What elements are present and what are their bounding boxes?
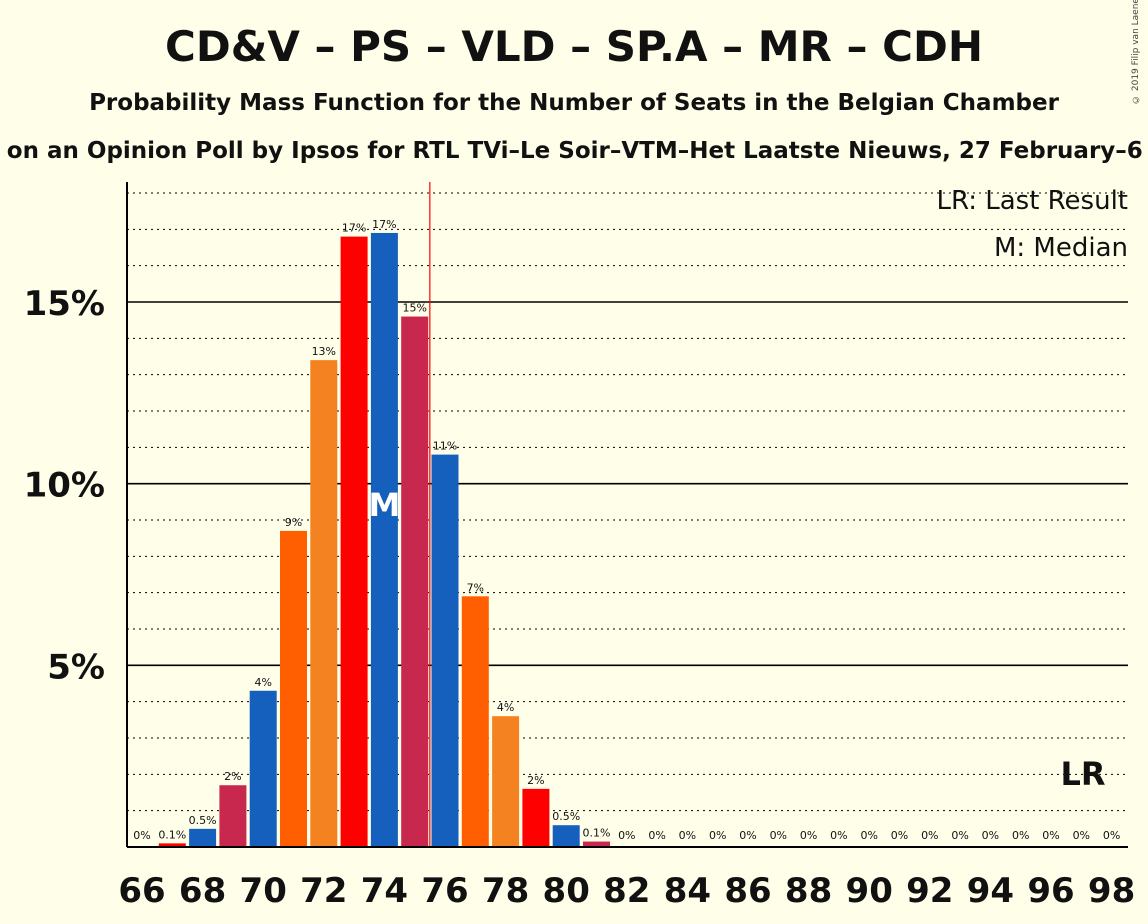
- bar-value-label: 0%: [800, 829, 817, 842]
- bar-value-label: 0%: [982, 829, 999, 842]
- bar-seat-76: [431, 454, 459, 847]
- y-tick-label: 15%: [24, 284, 105, 324]
- bar-seat-71: [280, 530, 307, 847]
- x-tick-label: 72: [300, 871, 347, 911]
- bar-value-label: 2%: [224, 770, 241, 783]
- bar-value-label: 0%: [951, 829, 968, 842]
- bar-value-label: 0%: [891, 829, 908, 842]
- bar-value-label: 4%: [254, 676, 271, 689]
- bar-seat-81: [583, 841, 610, 847]
- bar-value-label: 15%: [402, 302, 426, 315]
- bar-seat-74: [370, 232, 398, 847]
- bar-seat-75: [401, 316, 429, 847]
- bar-value-label: 0%: [679, 829, 696, 842]
- bar-seat-78: [492, 716, 520, 847]
- bar-seat-69: [219, 785, 247, 847]
- bar-seat-70: [249, 690, 277, 847]
- x-tick-label: 80: [543, 871, 590, 911]
- bar-value-label: 0%: [648, 829, 665, 842]
- bar-value-label: 17%: [372, 218, 396, 231]
- bar-value-label: 0.1%: [583, 827, 611, 840]
- x-tick-label: 90: [846, 871, 893, 911]
- chart-source: Based on an Opinion Poll by Ipsos for RT…: [0, 138, 1148, 164]
- chart-subtitle: Probability Mass Function for the Number…: [89, 90, 1059, 116]
- bar-value-label: 17%: [342, 222, 366, 235]
- bar-seat-77: [461, 596, 489, 847]
- bar-value-label: 0%: [618, 829, 635, 842]
- last-result-marker: LR: [1060, 755, 1105, 793]
- bar-value-label: 13%: [312, 345, 336, 358]
- bar-value-label: 0%: [739, 829, 756, 842]
- chart-title: CD&V – PS – VLD – SP.A – MR – CDH: [165, 22, 983, 71]
- bar-value-label: 0%: [770, 829, 787, 842]
- x-tick-label: 96: [1027, 871, 1074, 911]
- y-tick-label: 10%: [24, 466, 105, 506]
- x-tick-label: 84: [664, 871, 711, 911]
- bar-seat-80: [552, 825, 580, 847]
- bar-value-label: 0%: [1012, 829, 1029, 842]
- bar-value-label: 0.5%: [552, 810, 580, 823]
- x-tick-label: 82: [603, 871, 650, 911]
- bar-seat-73: [340, 236, 368, 848]
- x-tick-label: 88: [785, 871, 832, 911]
- legend-last-result: LR: Last Result: [936, 186, 1128, 216]
- bar-value-label: 9%: [285, 516, 302, 529]
- x-tick-label: 86: [724, 871, 771, 911]
- x-tick-label: 74: [361, 871, 408, 911]
- bar-seat-79: [522, 788, 550, 847]
- bar-value-label: 0%: [133, 829, 150, 842]
- bar-value-label: 0%: [1073, 829, 1090, 842]
- bar-value-label: 0%: [921, 829, 938, 842]
- y-tick-label: 5%: [47, 647, 105, 687]
- bar-value-label: 2%: [527, 774, 544, 787]
- x-tick-label: 68: [179, 871, 226, 911]
- x-tick-label: 76: [421, 871, 468, 911]
- bar-value-label: 0.5%: [189, 814, 217, 827]
- bar-value-label: 11%: [433, 440, 457, 453]
- bar-seat-67: [158, 843, 186, 847]
- bar-seat-68: [189, 828, 217, 847]
- legend-median: M: Median: [994, 233, 1128, 263]
- x-tick-label: 70: [240, 871, 287, 911]
- bar-value-label: 0%: [860, 829, 877, 842]
- bar-seat-72: [310, 360, 338, 847]
- x-tick-label: 92: [906, 871, 953, 911]
- x-tick-label: 98: [1088, 871, 1135, 911]
- x-tick-label: 78: [482, 871, 529, 911]
- median-marker: M: [368, 486, 400, 524]
- bar-value-label: 0%: [1042, 829, 1059, 842]
- bar-value-label: 0%: [830, 829, 847, 842]
- bar-value-label: 7%: [467, 581, 484, 594]
- bar-value-label: 4%: [497, 701, 514, 714]
- bar-value-label: 0.1%: [158, 828, 186, 841]
- bar-value-label: 0%: [1103, 829, 1120, 842]
- x-tick-label: 94: [967, 871, 1014, 911]
- x-tick-label: 66: [118, 871, 165, 911]
- bar-value-label: 0%: [709, 829, 726, 842]
